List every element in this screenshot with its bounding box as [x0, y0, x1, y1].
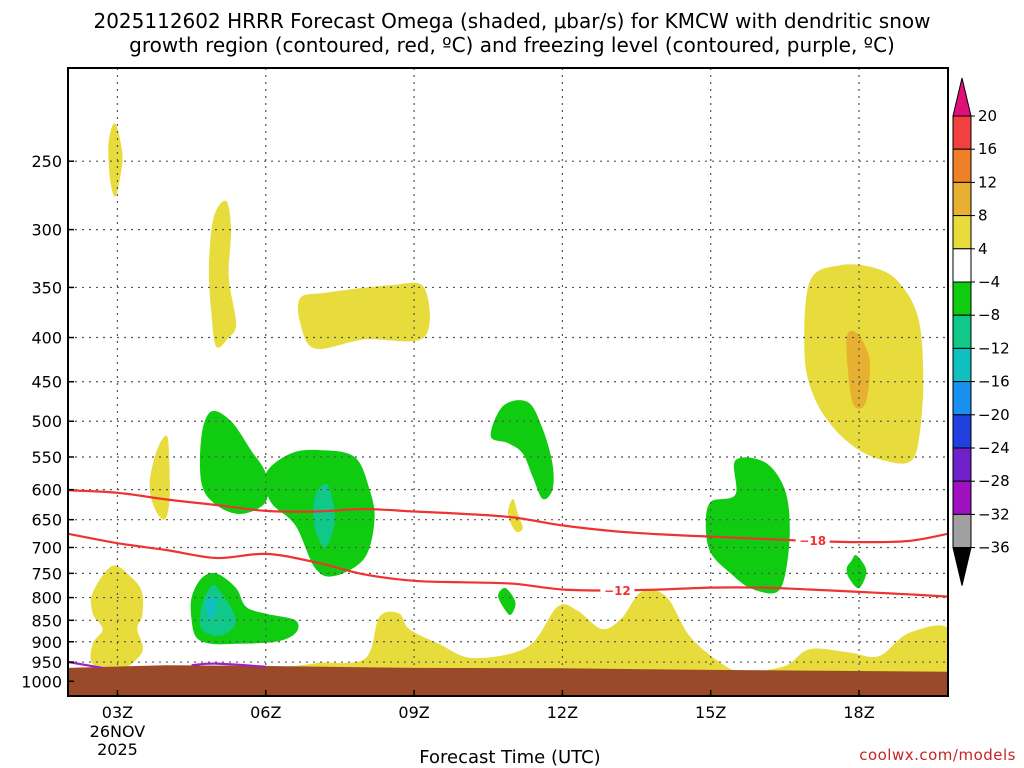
omega-region-green-d: [705, 457, 790, 594]
y-tick-label-450: 450: [31, 373, 62, 392]
colorbar-box-9: [952, 414, 972, 449]
contour--12: [68, 532, 948, 598]
x-tick-label-12Z: 12Z: [547, 703, 578, 722]
y-tick-label-600: 600: [31, 481, 62, 500]
omega-region-lower-band: [266, 589, 948, 678]
contour-label--18: −18: [799, 534, 826, 548]
x-tick-label-18Z: 18Z: [843, 703, 874, 722]
colorbar-box-2: [952, 181, 972, 217]
contour-label--12: −12: [604, 584, 631, 598]
colorbar-box-6: [952, 314, 972, 349]
omega-region-lower-left: [90, 565, 144, 673]
colorbar-box-3: [952, 215, 972, 250]
y-tick-label-1000: 1000: [21, 672, 62, 691]
colorbar-top-arrow: [952, 77, 972, 117]
omega-region-upper-tip: [108, 123, 123, 197]
y-tick-label-500: 500: [31, 412, 62, 431]
x-tick-label-03Z: 03Z: [102, 703, 133, 722]
y-tick-label-350: 350: [31, 278, 62, 297]
x-axis-title: Forecast Time (UTC): [419, 747, 600, 768]
colorbar-label-12: −32: [978, 505, 1010, 523]
y-tick-label-800: 800: [31, 589, 62, 608]
x-tick-label-15Z: 15Z: [695, 703, 726, 722]
colorbar-label-7: −12: [978, 339, 1010, 357]
chart-title-line-1: 2025112602 HRRR Forecast Omega (shaded, …: [93, 9, 930, 33]
colorbar-label-4: 4: [978, 240, 988, 258]
y-tick-label-700: 700: [31, 538, 62, 557]
contour-0-mid: [191, 662, 266, 668]
colorbar-box-5: [952, 281, 972, 316]
omega-region-green-f: [498, 587, 516, 616]
colorbar-box-12: [952, 513, 972, 549]
colorbar-label-0: 20: [978, 107, 997, 125]
ground-terrain: [68, 665, 948, 696]
colorbar-box-7: [952, 347, 972, 383]
omega-region-mid-blob: [297, 282, 430, 350]
colorbar-box-8: [952, 381, 972, 416]
y-tick-label-400: 400: [31, 329, 62, 348]
y-tick-label-650: 650: [31, 511, 62, 530]
colorbar-box-4: [952, 248, 972, 283]
omega-region-green-c: [490, 400, 554, 500]
omega-region-right-core: [846, 330, 871, 409]
x-tick-label-06Z: 06Z: [250, 703, 281, 722]
colorbar-label-11: −28: [978, 472, 1010, 490]
colorbar-label-1: 16: [978, 140, 997, 158]
omega-region-small-sliver: [507, 498, 523, 533]
y-tick-label-300: 300: [31, 221, 62, 240]
omega-region-green-e: [846, 555, 867, 589]
y-tick-label-950: 950: [31, 653, 62, 672]
y-tick-label-850: 850: [31, 611, 62, 630]
colorbar-label-5: −4: [978, 273, 1000, 291]
y-tick-label-750: 750: [31, 564, 62, 583]
omega-region-cyan-g: [206, 595, 217, 619]
plot-area: −18 −12 250 300 350 400 450 500 550 600 650 700 750 8…: [21, 67, 949, 759]
x-tick-year: 2025: [97, 740, 138, 759]
contour-label-bg--12: [600, 582, 635, 599]
colorbar-label-2: 12: [978, 173, 997, 191]
credit-text: coolwx.com/models: [859, 746, 1016, 764]
plot-inner: −18 −12: [68, 68, 948, 696]
x-tick-label-09Z: 09Z: [398, 703, 429, 722]
chart-title-line-2: growth region (contoured, red, ºC) and f…: [129, 33, 895, 57]
colorbar-label-13: −36: [978, 539, 1010, 557]
omega-region-teal-b: [313, 483, 336, 548]
colorbar-box-1: [952, 148, 972, 183]
colorbar: 20 16 12 8 4 −4 −8 −12 −16 −20 −24 −28 −32 −36: [952, 77, 1010, 586]
colorbar-box-11: [952, 480, 972, 515]
colorbar-label-6: −8: [978, 306, 1000, 324]
colorbar-bottom-arrow: [952, 547, 972, 586]
colorbar-label-8: −16: [978, 373, 1010, 391]
x-tick-date: 26NOV: [90, 722, 146, 741]
colorbar-box-0: [952, 115, 972, 150]
y-tick-label-250: 250: [31, 152, 62, 171]
colorbar-label-3: 8: [978, 207, 988, 225]
y-tick-label-550: 550: [31, 448, 62, 467]
colorbar-label-9: −20: [978, 406, 1010, 424]
colorbar-label-10: −24: [978, 439, 1010, 457]
contour-label-bg--18: [795, 532, 830, 549]
omega-region-upper-column: [208, 200, 237, 348]
y-tick-label-900: 900: [31, 633, 62, 652]
colorbar-box-10: [952, 447, 972, 482]
omega-region-green-a: [199, 410, 269, 514]
